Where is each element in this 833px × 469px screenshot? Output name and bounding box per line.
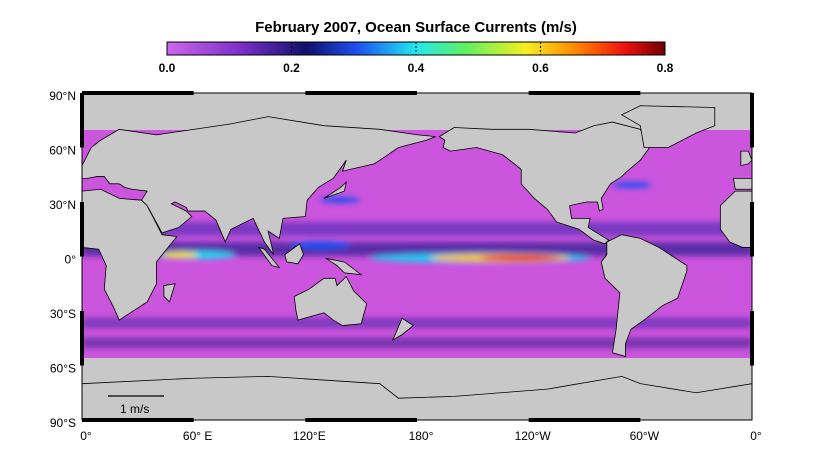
landmass — [438, 121, 651, 245]
frame-segment — [80, 311, 84, 366]
landmass — [293, 275, 368, 326]
frame-segment — [305, 418, 417, 422]
frame-segment — [750, 202, 754, 257]
colorbar-tick-label: 0.2 — [283, 61, 300, 75]
frame-segment — [750, 93, 754, 148]
landmass — [284, 243, 304, 265]
colorbar-tick-label: 0.8 — [657, 61, 674, 75]
frame-segment — [750, 311, 754, 366]
landmass — [391, 317, 414, 342]
landmass — [257, 246, 281, 269]
frame-segment — [528, 418, 641, 422]
frame-segment — [80, 202, 84, 257]
axis-labels: 90°N 60°N 30°N 0° 30°S 60°S 90°S 0° 60° E 120°E 18… — [49, 89, 762, 443]
landmass — [323, 180, 347, 199]
landmass — [82, 116, 436, 255]
lon-label: 120°E — [293, 429, 326, 443]
map: 1 m/s — [82, 93, 752, 420]
lon-label: 0° — [80, 429, 92, 443]
lat-label: 30°S — [50, 307, 76, 321]
colorbar-tick-label: 0.0 — [159, 61, 176, 75]
lon-label: 120°W — [515, 429, 552, 443]
frame-segment — [82, 91, 194, 95]
landmass — [732, 177, 752, 190]
landmass — [325, 257, 363, 276]
lon-label: 0° — [750, 429, 762, 443]
lon-label: 60°W — [630, 429, 660, 443]
landmass — [740, 150, 752, 167]
lat-label: 90°S — [50, 416, 76, 430]
lat-label: 60°S — [50, 362, 76, 376]
landmass — [600, 234, 688, 357]
colorbar-ticks: 0.0 0.2 0.4 0.6 0.8 — [159, 42, 674, 75]
lat-label: 90°N — [49, 89, 76, 103]
lon-label: 60° E — [183, 429, 212, 443]
lat-label: 0° — [65, 253, 77, 267]
frame-ticks — [80, 91, 754, 422]
land — [82, 105, 752, 420]
colorbar-tick-label: 0.6 — [532, 61, 549, 75]
lat-label: 30°N — [49, 198, 76, 212]
lon-label: 180° — [409, 429, 434, 443]
landmass — [163, 283, 176, 303]
frame-segment — [305, 91, 417, 95]
scale-label: 1 m/s — [120, 402, 149, 416]
frame-segment — [80, 93, 84, 148]
lat-label: 60°N — [49, 144, 76, 158]
landmass — [620, 105, 716, 148]
landmass — [82, 375, 752, 420]
colorbar-tick-label: 0.4 — [408, 61, 425, 75]
frame-segment — [82, 418, 194, 422]
frame-segment — [528, 91, 641, 95]
title: February 2007, Ocean Surface Currents (m… — [255, 19, 577, 36]
landmass — [82, 188, 178, 321]
